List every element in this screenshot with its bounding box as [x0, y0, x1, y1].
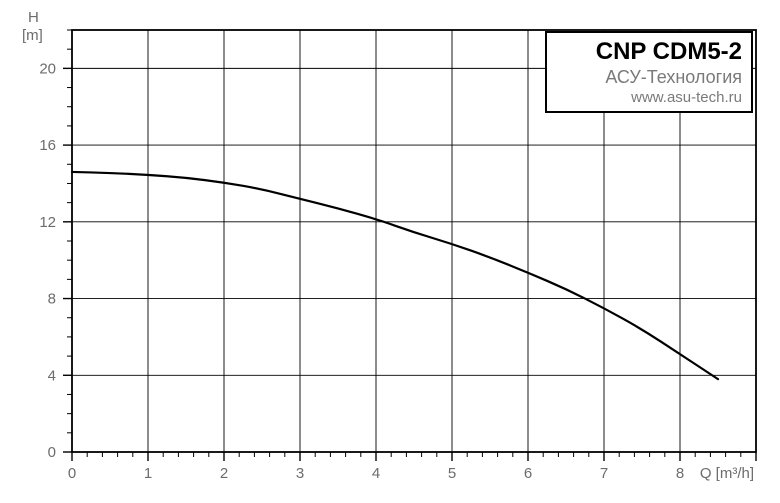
x-tick-label: 4 — [372, 465, 380, 482]
x-tick-label: 2 — [220, 465, 228, 482]
pump-curve-chart: 012345678048121620H[m]Q [m³/h]CNP CDM5-2… — [0, 0, 780, 503]
x-tick-label: 1 — [144, 465, 152, 482]
y-tick-label: 12 — [39, 214, 56, 231]
y-axis-label-symbol: H — [28, 9, 39, 26]
y-tick-label: 8 — [48, 291, 56, 308]
legend-title: CNP CDM5-2 — [596, 38, 742, 65]
x-tick-label: 5 — [448, 465, 456, 482]
legend-subtitle: АСУ-Технология — [605, 67, 742, 87]
y-tick-label: 16 — [39, 137, 56, 154]
y-tick-label: 0 — [48, 444, 56, 461]
x-tick-label: 6 — [524, 465, 532, 482]
chart-svg: 012345678048121620H[m]Q [m³/h]CNP CDM5-2… — [0, 0, 780, 503]
x-tick-label: 0 — [68, 465, 76, 482]
x-tick-label: 8 — [676, 465, 684, 482]
legend-url: www.asu-tech.ru — [630, 89, 742, 106]
y-axis-label-unit: [m] — [22, 27, 43, 44]
x-tick-label: 3 — [296, 465, 304, 482]
x-axis-label: Q [m³/h] — [700, 465, 754, 482]
y-tick-label: 20 — [39, 60, 56, 77]
x-tick-label: 7 — [600, 465, 608, 482]
y-tick-label: 4 — [48, 367, 56, 384]
